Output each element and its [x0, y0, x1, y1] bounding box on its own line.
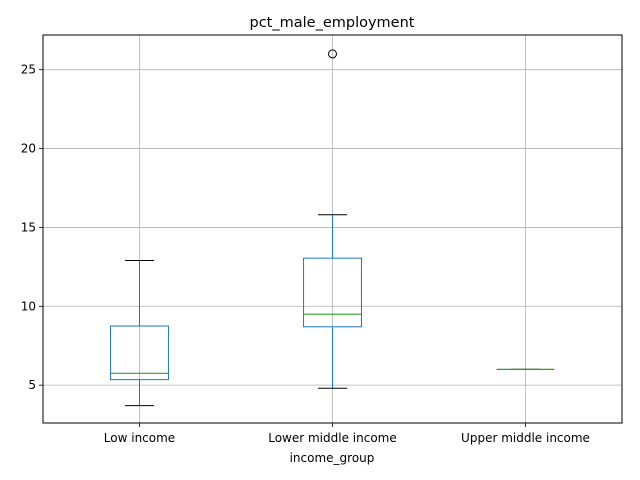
iqr-box [110, 325, 169, 381]
y-tick-label: 10 [21, 299, 36, 313]
y-tick-label: 5 [28, 378, 36, 392]
box-group [303, 49, 362, 389]
y-tick-label: 15 [21, 220, 36, 234]
outlier-point [328, 49, 337, 59]
x-tick-label: Upper middle income [461, 431, 590, 445]
x-tick-label: Lower middle income [268, 431, 397, 445]
y-tick-label: 25 [21, 63, 36, 77]
boxes [110, 49, 555, 407]
x-axis-label: income_group [290, 451, 375, 465]
x-axis-ticks: Low income Lower middle income Upper middl… [104, 423, 590, 445]
iqr-box [303, 257, 362, 328]
chart-title: pct_male_employment [250, 15, 415, 31]
x-tick-label: Low income [104, 431, 175, 445]
box-group [110, 260, 169, 407]
y-tick-label: 20 [21, 142, 36, 156]
y-axis-ticks: 5 10 15 20 25 [21, 63, 43, 392]
